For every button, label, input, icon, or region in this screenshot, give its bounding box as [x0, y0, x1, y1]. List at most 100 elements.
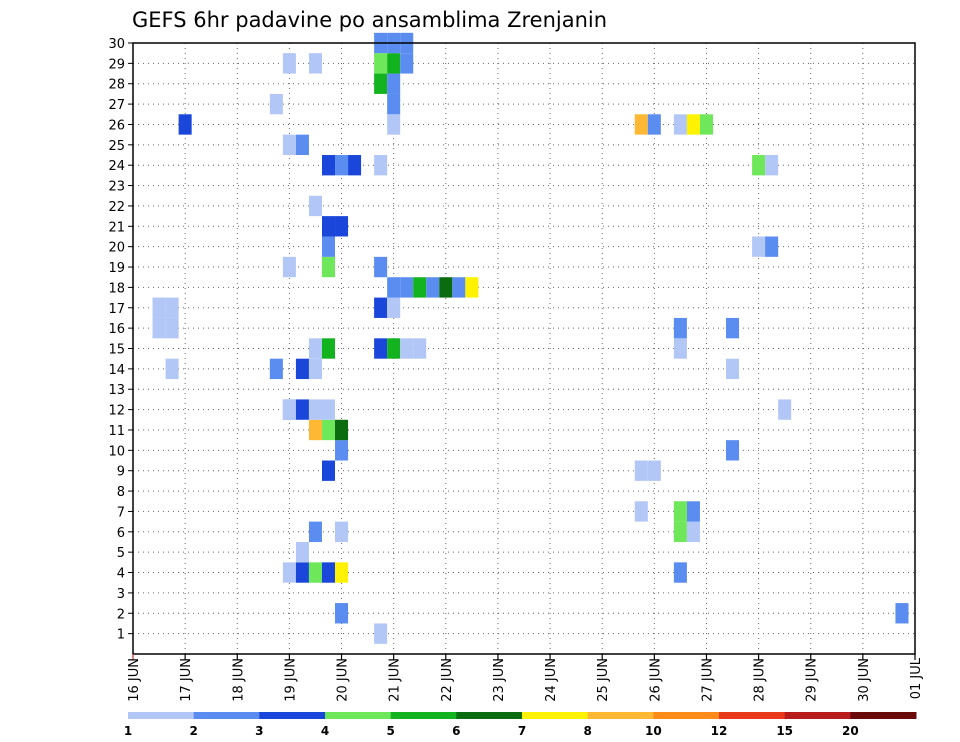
precip-cell [308, 195, 322, 217]
y-tick-label: 30 [108, 37, 125, 52]
precip-cell [387, 338, 401, 359]
precip-cell [335, 562, 349, 583]
y-tick-label: 3 [117, 587, 125, 602]
precip-cell [634, 460, 648, 481]
y-tick-label: 10 [108, 444, 125, 459]
colorbar-label: 7 [518, 724, 526, 738]
precip-cell [374, 623, 388, 644]
colorbar-swatch [522, 712, 589, 719]
x-tick-label: 29 JUN [805, 658, 820, 702]
y-tick-label: 27 [108, 98, 125, 113]
precip-cell [634, 114, 648, 135]
precip-cell [673, 317, 687, 339]
x-tick-label: 23 JUN [492, 658, 507, 702]
colorbar-swatch [128, 712, 195, 719]
precip-cell [699, 114, 713, 135]
precip-cell [335, 419, 349, 441]
precip-cell [895, 603, 909, 624]
precip-cell [321, 216, 336, 237]
y-tick-label: 17 [108, 302, 125, 317]
x-tick-label: 27 JUN [700, 658, 715, 702]
precip-cell [387, 93, 401, 115]
precip-cell [321, 562, 336, 583]
precip-cell [321, 256, 336, 278]
precip-cell [387, 297, 401, 318]
precip-cell [282, 134, 296, 156]
precip-cell [321, 338, 336, 359]
precip-cell [673, 338, 687, 359]
y-tick-label: 29 [108, 57, 125, 72]
precip-cell [439, 277, 453, 298]
precip-cell [165, 297, 179, 318]
precip-cell [269, 93, 283, 115]
precip-cell [726, 358, 740, 380]
y-tick-label: 25 [108, 139, 125, 154]
precip-cell [152, 297, 166, 318]
colorbar-label: 15 [776, 724, 793, 738]
precip-cell [295, 562, 309, 583]
precipitation-cells [152, 32, 909, 644]
precip-cell [374, 256, 388, 278]
precip-cell [686, 521, 700, 542]
precip-cell [686, 114, 700, 135]
precip-cell [282, 399, 296, 420]
precip-cell [752, 236, 766, 257]
colorbar-label: 12 [711, 724, 728, 738]
precip-cell [673, 562, 687, 583]
x-tick-label: 16 JUN [127, 658, 142, 702]
precip-cell [374, 73, 388, 94]
y-tick-label: 1 [117, 628, 125, 643]
precip-cell [387, 114, 401, 135]
y-tick-label: 5 [117, 546, 125, 561]
x-tick-label: 28 JUN [753, 658, 768, 702]
precip-cell [647, 114, 661, 135]
precip-cell [335, 216, 349, 237]
precip-cell [178, 114, 192, 135]
y-tick-label: 23 [108, 180, 125, 195]
precip-cell [778, 399, 792, 420]
y-tick-label: 12 [108, 404, 125, 419]
precip-cell [452, 277, 466, 298]
y-tick-label: 21 [108, 220, 125, 235]
precip-cell [295, 358, 309, 380]
precip-cell [465, 277, 479, 298]
precip-cell [673, 501, 687, 522]
precip-cell [308, 338, 322, 359]
y-tick-label: 8 [117, 485, 125, 500]
x-tick-label: 17 JUN [179, 658, 194, 702]
precip-cell [308, 521, 322, 542]
colorbar-swatch [850, 712, 917, 719]
x-tick-label: 30 JUN [857, 658, 872, 702]
precip-cell [335, 155, 349, 176]
precip-cell [269, 358, 283, 380]
x-tick-label: 18 JUN [231, 658, 246, 702]
precip-cell [282, 256, 296, 278]
precip-cell [673, 521, 687, 542]
precip-cell [335, 603, 349, 624]
precip-cell [400, 338, 414, 359]
precip-cell [413, 338, 427, 359]
precip-cell [282, 53, 296, 74]
precip-cell [308, 358, 322, 380]
colorbar-label: 5 [386, 724, 394, 738]
colorbar-swatch [784, 712, 851, 719]
colorbar-swatch [587, 712, 654, 719]
x-axis-ticks: 16 JUN 17 JUN 18 JUN 19 JUN 20 JUN 21 JUN 22 J… [127, 654, 924, 702]
precip-cell [387, 53, 401, 74]
precip-cell [335, 440, 349, 461]
x-tick-label: 21 JUN [388, 658, 403, 702]
precip-cell [152, 317, 166, 339]
y-tick-label: 9 [117, 465, 125, 480]
precip-cell [295, 541, 309, 563]
y-tick-label: 26 [108, 118, 125, 133]
precip-cell [726, 317, 740, 339]
colorbar-swatch [653, 712, 720, 719]
precip-cell [413, 277, 427, 298]
chart-title: GEFS 6hr padavine po ansamblima Zrenjani… [132, 8, 607, 32]
precip-cell [308, 562, 322, 583]
precip-cell [387, 277, 401, 298]
y-tick-label: 22 [108, 200, 125, 215]
precip-cell [335, 521, 349, 542]
precip-cell [165, 358, 179, 380]
precip-cell [282, 562, 296, 583]
